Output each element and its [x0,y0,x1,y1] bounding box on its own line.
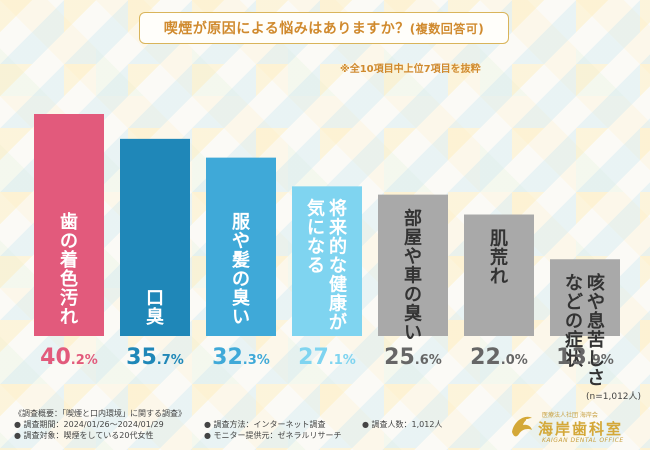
value-label-6: 22.0% [470,345,528,370]
footer-line: ● 調査方法：インターネット調査 [204,420,326,429]
bar-label-5: 部屋や車の臭い [404,208,422,344]
logo-sub-text: KAIGAN DENTAL OFFICE [542,437,624,444]
title-main: 喫煙が原因による悩みはありますか？ [163,21,410,37]
survey-footer: 《調査概要：「喫煙と口内環境」に関する調査》 ● 調査期間：2024/01/26… [0,402,650,450]
value-label-1: 40.2% [40,345,98,370]
bar-label-4: 将来的な健康が [328,197,348,333]
chart-note: ※全10項目中上位7項目を抜粋 [340,64,481,75]
value-label-5: 25.6% [384,345,442,370]
bar-label-1: 歯の着色汚れ [59,211,78,328]
bar-label-7: などの症状 [565,273,584,370]
chart-title: 喫煙が原因による悩みはありますか？ (複数回答可) [139,12,509,44]
clinic-logo: 医療法人社団 海岸会 海岸歯科室 KAIGAN DENTAL OFFICE [502,408,642,446]
value-label-3: 32.3% [212,345,270,370]
bar-label-6: 肌荒れ [489,229,508,288]
footer-line: ● 調査期間：2024/01/26～2024/01/29 [14,420,164,429]
value-label-4: 27.1% [298,345,356,370]
footer-line: ● モニター提供元：ゼネラルリサーチ [204,431,342,440]
footer-line: ● 調査人数：1,012人 [362,420,443,429]
footer-col-2: ● 調査方法：インターネット調査 ● モニター提供元：ゼネラルリサーチ [204,419,342,441]
bar-label-4: 気になる [307,197,325,276]
value-label-2: 35.7% [126,345,184,370]
value-label-7: 13.9% [556,345,614,370]
dolphin-icon [512,416,532,437]
bar-label-7: 咳や息苦しさ [587,272,605,389]
bar-5 [378,194,448,336]
bar-label-2: 口臭 [146,288,164,328]
logo-top-text: 医療法人社団 海岸会 [542,412,598,419]
footer-col-1: 《調査概要：「喫煙と口内環境」に関する調査》 ● 調査期間：2024/01/26… [14,408,186,441]
bar-3 [206,157,276,336]
bar-6 [464,214,534,336]
footer-line: ● 調査対象：喫煙をしている20代女性 [14,431,154,440]
footer-line: 《調査概要：「喫煙と口内環境」に関する調査》 [14,409,186,418]
footer-col-3: ● 調査人数：1,012人 [362,419,442,430]
bar-4 [292,186,362,336]
bar-7 [550,259,620,336]
bar-chart: 歯の着色汚れ 40.2% 口臭 35.7% 服や髪の臭い 32.3% 将来的な健康が気になる… [34,114,620,389]
bar-label-3: 服や髪の臭い [231,212,251,328]
bar-2 [120,138,190,336]
sample-size-label: (n=1,012人) [586,392,642,402]
title-sub: (複数回答可) [409,21,485,36]
bar-1 [34,114,104,336]
logo-main-text: 海岸歯科室 [538,420,624,438]
